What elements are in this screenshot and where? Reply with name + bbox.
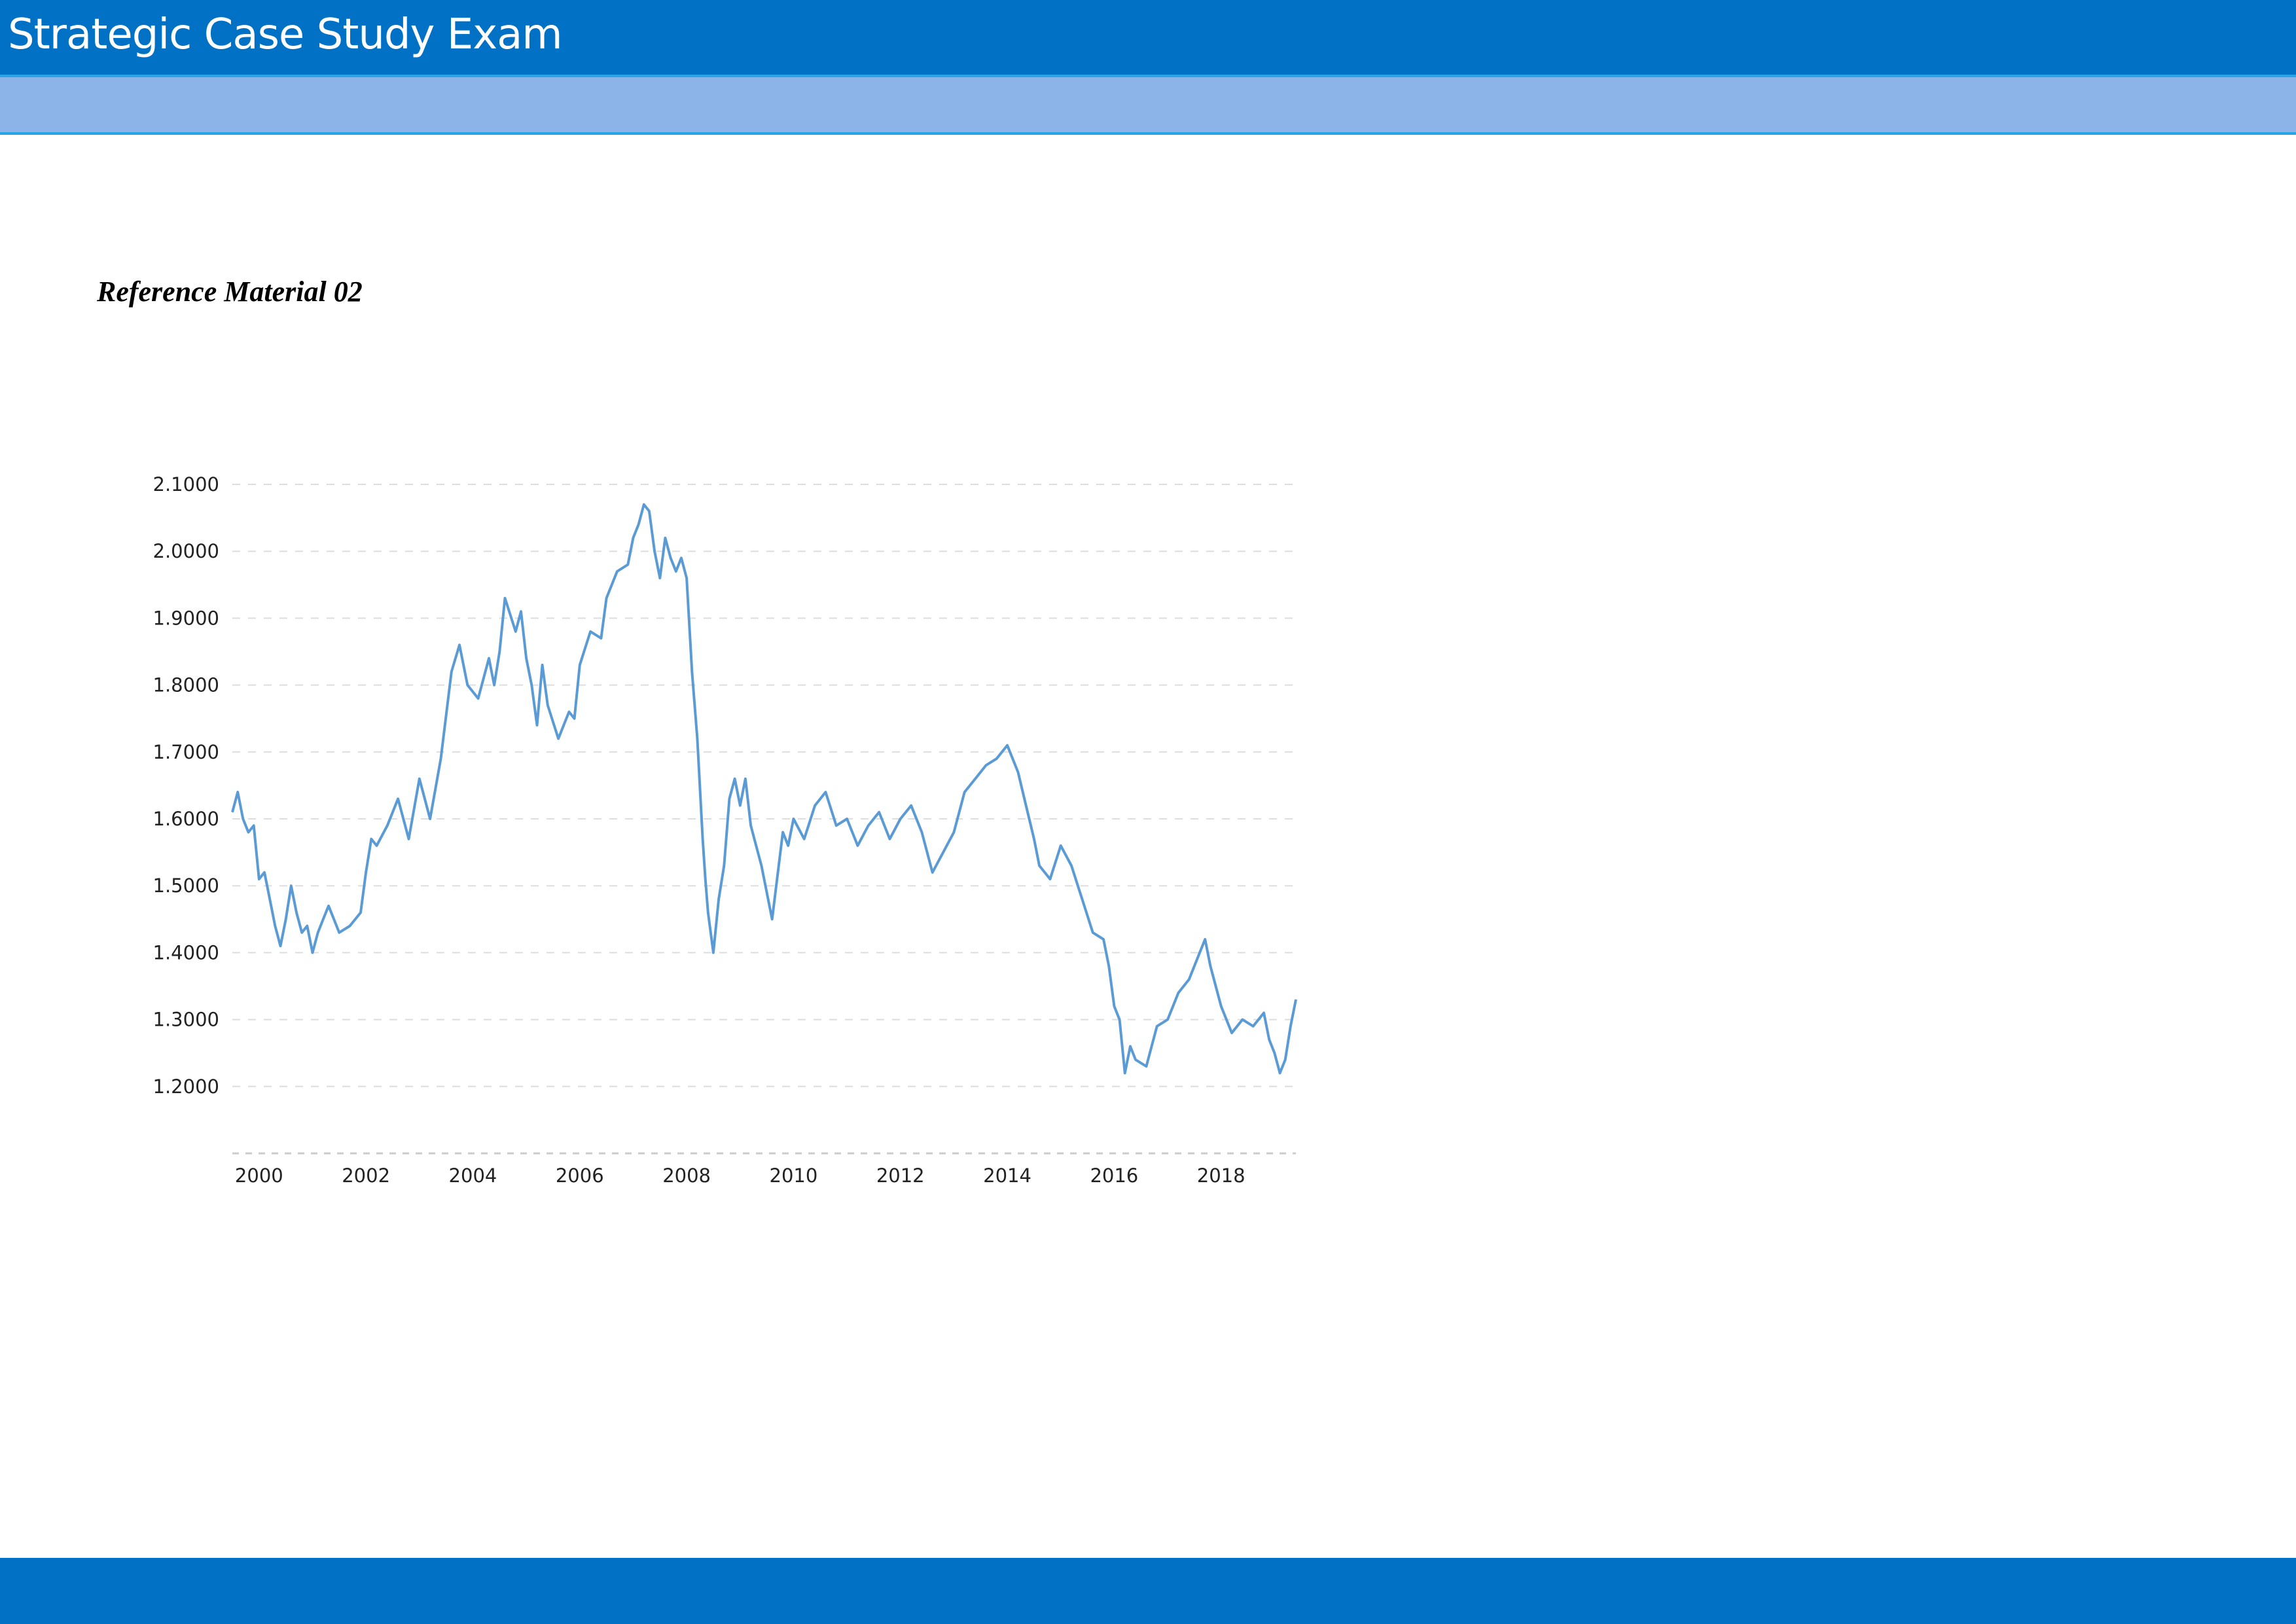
x-tick-label: 2000 xyxy=(235,1164,283,1187)
y-axis-ticks: 2.1000 2.0000 1.9000 1.8000 1.7000 1.6000 1.50… xyxy=(153,473,219,1098)
y-tick-label: 2.1000 xyxy=(153,473,219,496)
x-tick-label: 2004 xyxy=(449,1164,497,1187)
header-bar: Strategic Case Study Exam xyxy=(0,0,2296,77)
x-tick-label: 2008 xyxy=(662,1164,711,1187)
x-tick-label: 2012 xyxy=(876,1164,925,1187)
y-tick-label: 1.2000 xyxy=(153,1075,219,1098)
x-tick-label: 2018 xyxy=(1197,1164,1246,1187)
footer-bar xyxy=(0,1558,2296,1624)
y-tick-label: 2.0000 xyxy=(153,540,219,562)
series-group xyxy=(231,503,1297,1075)
y-tick-label: 1.7000 xyxy=(153,741,219,763)
page-title: Strategic Case Study Exam xyxy=(8,10,563,59)
subheader-bar xyxy=(0,77,2296,135)
y-tick-label: 1.8000 xyxy=(153,674,219,696)
x-tick-label: 2002 xyxy=(342,1164,390,1187)
x-axis-ticks: 2000 2002 2004 2006 2008 2010 2012 2014 2016 2018 xyxy=(235,1164,1246,1187)
reference-title: Reference Material 02 xyxy=(97,276,363,308)
x-tick-label: 2006 xyxy=(556,1164,604,1187)
y-tick-label: 1.4000 xyxy=(153,941,219,964)
x-tick-label: 2016 xyxy=(1090,1164,1138,1187)
grid-lines xyxy=(232,484,1296,1155)
x-tick-label: 2014 xyxy=(983,1164,1031,1187)
x-tick-label: 2010 xyxy=(770,1164,818,1187)
y-tick-label: 1.5000 xyxy=(153,875,219,897)
y-tick-label: 1.9000 xyxy=(153,607,219,629)
y-tick-label: 1.6000 xyxy=(153,808,219,830)
series-line xyxy=(231,503,1297,1075)
y-tick-label: 1.3000 xyxy=(153,1009,219,1031)
